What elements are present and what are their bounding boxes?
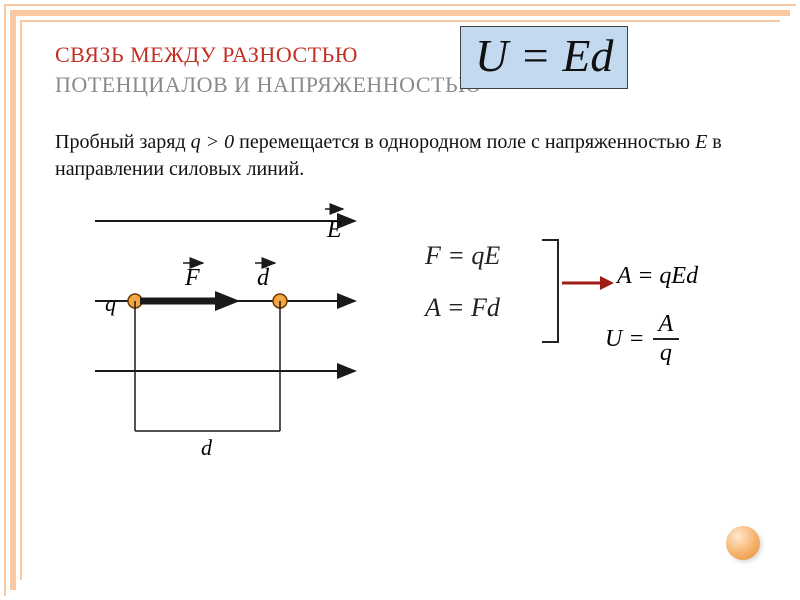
fraction: A q xyxy=(653,311,680,367)
title-wrap: СВЯЗЬ МЕЖДУ РАЗНОСТЬЮ ПОТЕНЦИАЛОВ И НАПР… xyxy=(55,40,755,99)
equation-f: F = qE xyxy=(425,241,500,271)
label-d-bottom: d xyxy=(201,435,213,460)
equation-a: A = Fd xyxy=(425,293,500,323)
slide-title: СВЯЗЬ МЕЖДУ РАЗНОСТЬЮ ПОТЕНЦИАЛОВ И НАПР… xyxy=(55,40,755,99)
main-formula-box: U = Ed xyxy=(460,26,628,89)
body-mid: перемещается в однородном поле с напряже… xyxy=(234,131,695,153)
equation-group-left: F = qE A = Fd xyxy=(425,241,500,345)
label-d-top: d xyxy=(257,265,270,291)
fraction-denominator: q xyxy=(654,340,678,367)
body-q: q > 0 xyxy=(191,131,235,153)
equation-u-lhs: U = xyxy=(605,326,645,353)
body-e: E xyxy=(695,131,707,153)
body-paragraph: Пробный заряд q > 0 перемещается в однор… xyxy=(55,129,755,183)
equation-aed: A = qEd xyxy=(617,263,698,290)
equation-u: U = A q xyxy=(605,311,679,367)
label-q: q xyxy=(105,291,116,316)
implies-arrow-icon xyxy=(560,273,615,293)
next-slide-button[interactable] xyxy=(726,526,760,560)
body-prefix: Пробный заряд xyxy=(55,131,191,153)
title-line-1: СВЯЗЬ МЕЖДУ РАЗНОСТЬЮ xyxy=(55,42,358,67)
field-diagram: E q F d d xyxy=(65,201,385,501)
label-e: E xyxy=(326,217,342,243)
fraction-numerator: A xyxy=(653,311,680,338)
label-f: F xyxy=(184,265,200,291)
diagram-area: E q F d d F = qE A = Fd xyxy=(55,201,755,521)
title-line-2: ПОТЕНЦИАЛОВ И НАПРЯЖЕННОСТЬЮ xyxy=(55,72,481,97)
slide-content: СВЯЗЬ МЕЖДУ РАЗНОСТЬЮ ПОТЕНЦИАЛОВ И НАПР… xyxy=(55,40,755,521)
